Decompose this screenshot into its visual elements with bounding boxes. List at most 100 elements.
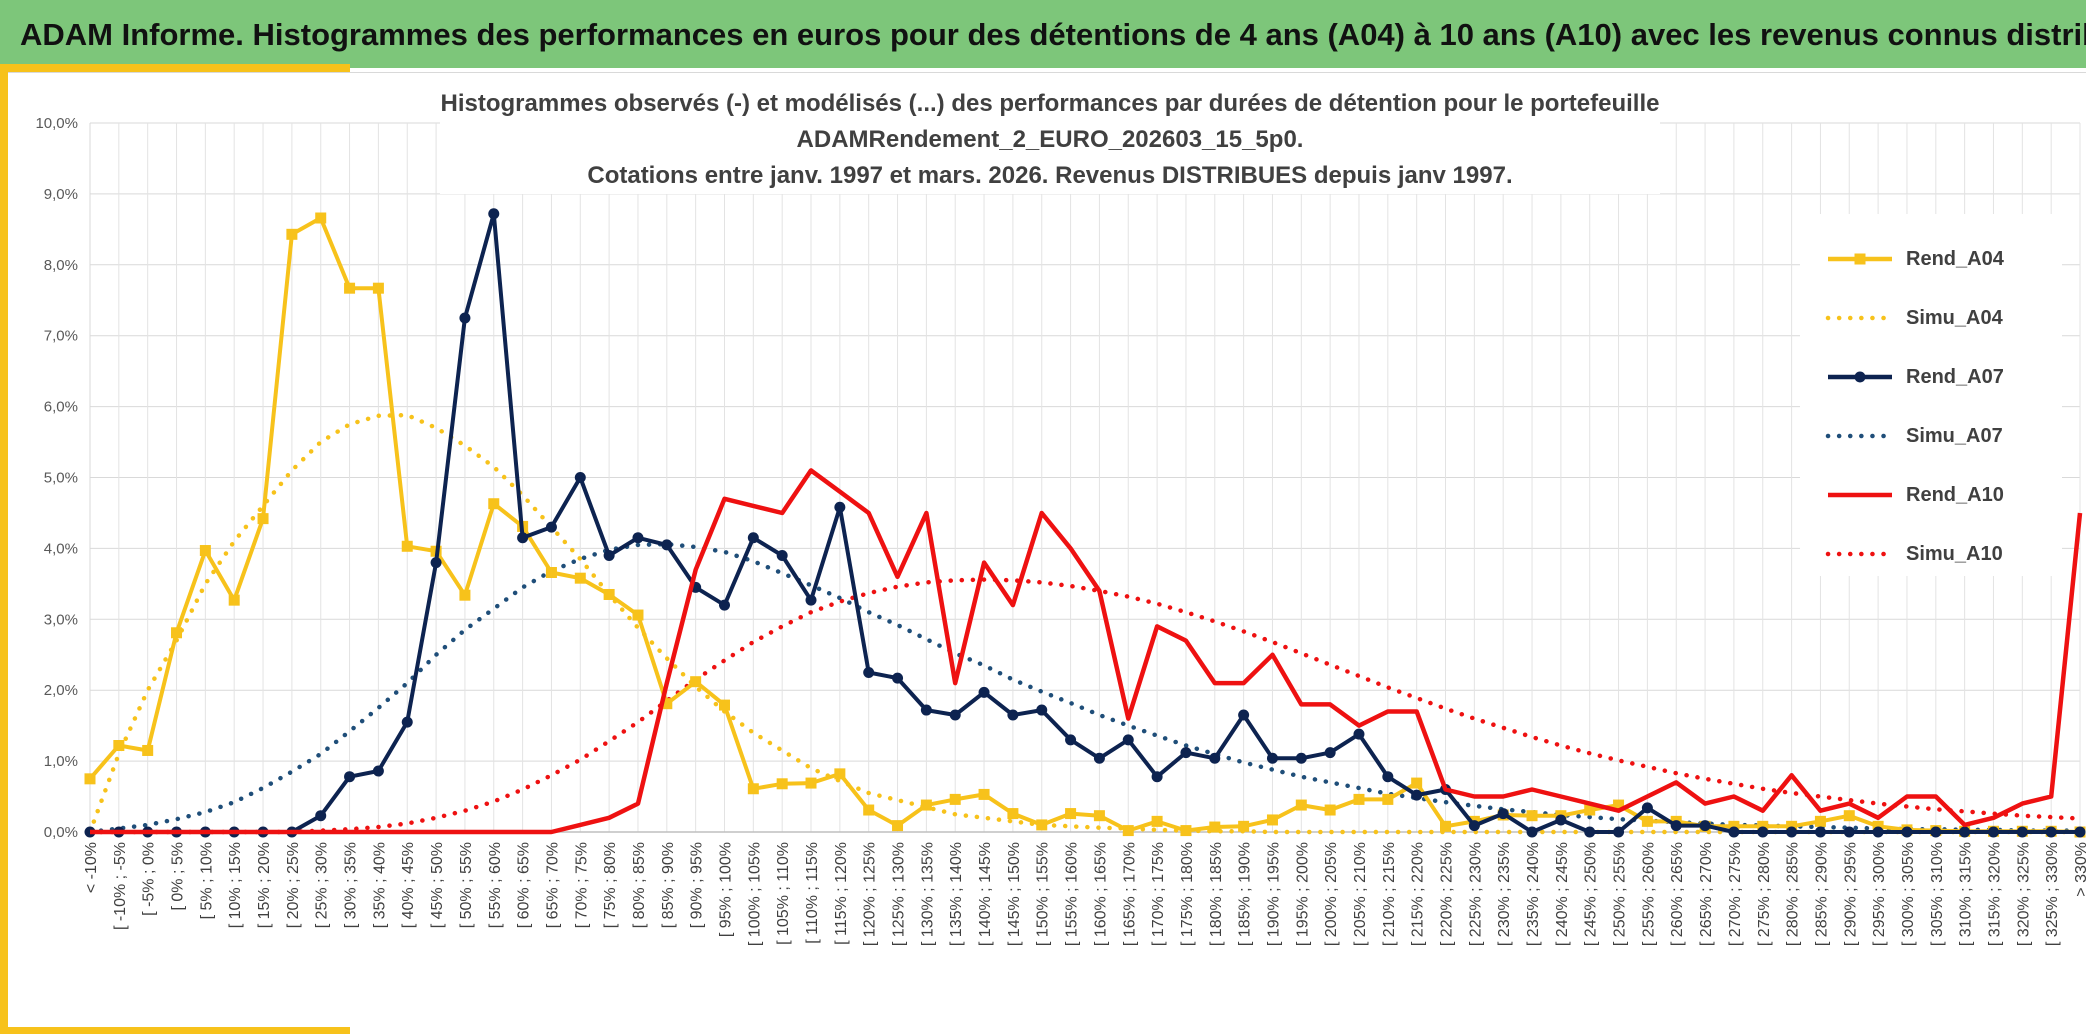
x-tick-label: [ 100% ; 105% bbox=[746, 842, 763, 946]
x-tick-label: [ 300% ; 305% bbox=[1900, 842, 1917, 946]
x-tick-label: [ 295% ; 300% bbox=[1871, 842, 1888, 946]
x-tick-label: [ 135% ; 140% bbox=[948, 842, 965, 946]
x-tick-label: [ 10% ; 15% bbox=[227, 842, 244, 928]
y-tick-label: 7,0% bbox=[44, 328, 78, 345]
chart-title-line-1: Histogrammes observés (-) et modélisés (… bbox=[440, 90, 1660, 117]
data-point-rend-a07 bbox=[603, 549, 615, 561]
x-tick-label: [ 140% ; 145% bbox=[977, 842, 994, 946]
data-point-rend-a04 bbox=[171, 627, 183, 639]
x-tick-label: [ 95% ; 100% bbox=[717, 842, 734, 937]
chart-title-line-2: ADAMRendement_2_EURO_202603_15_5p0. bbox=[796, 126, 1304, 153]
data-point-rend-a04 bbox=[1122, 825, 1134, 837]
legend-swatch-simu-a04 bbox=[1825, 315, 1895, 321]
data-point-rend-a04 bbox=[1209, 821, 1221, 833]
data-point-rend-a07 bbox=[2016, 826, 2028, 838]
data-point-rend-a07 bbox=[372, 765, 384, 777]
data-point-rend-a04 bbox=[718, 699, 730, 711]
data-point-rend-a07 bbox=[863, 666, 875, 678]
data-point-rend-a07 bbox=[1959, 826, 1971, 838]
data-point-rend-a04 bbox=[1093, 810, 1105, 822]
x-tick-label: [ 80% ; 85% bbox=[631, 842, 648, 928]
data-point-rend-a07 bbox=[1584, 826, 1596, 838]
data-point-rend-a07 bbox=[1786, 826, 1798, 838]
x-tick-label: [ 210% ; 215% bbox=[1381, 842, 1398, 946]
x-tick-label: [ 265% ; 270% bbox=[1698, 842, 1715, 946]
x-tick-label: [ 250% ; 255% bbox=[1612, 842, 1629, 946]
x-tick-label: [ 325% ; 330% bbox=[2044, 842, 2061, 946]
x-tick-label: [ 50% ; 55% bbox=[458, 842, 475, 928]
data-point-rend-a07 bbox=[1641, 802, 1653, 814]
x-tick-label: [ 45% ; 50% bbox=[429, 842, 446, 928]
data-point-rend-a04 bbox=[892, 820, 904, 832]
data-point-rend-a04 bbox=[574, 572, 586, 584]
data-point-rend-a04 bbox=[805, 777, 817, 789]
series-line-rend-a10 bbox=[90, 468, 2083, 835]
x-tick-label: [ 245% ; 250% bbox=[1583, 842, 1600, 946]
legend-label-rend-a10: Rend_A10 bbox=[1906, 484, 2004, 506]
legend-item-rend-a07: Rend_A07 bbox=[1824, 362, 2054, 392]
x-tick-label: [ 185% ; 190% bbox=[1237, 842, 1254, 946]
y-tick-label: 9,0% bbox=[44, 186, 78, 203]
data-point-rend-a04 bbox=[372, 282, 384, 294]
data-point-rend-a04 bbox=[920, 799, 932, 811]
data-point-rend-a04 bbox=[257, 513, 269, 525]
data-point-rend-a07 bbox=[1065, 734, 1077, 746]
data-point-rend-a07 bbox=[1901, 826, 1913, 838]
x-tick-label: [ 270% ; 275% bbox=[1727, 842, 1744, 946]
data-point-rend-a07 bbox=[1382, 771, 1394, 783]
data-point-rend-a07 bbox=[430, 557, 442, 569]
data-point-rend-a04 bbox=[113, 740, 125, 752]
data-point-rend-a04 bbox=[459, 589, 471, 601]
y-tick-label: 6,0% bbox=[44, 399, 78, 416]
legend-item-rend-a04: Rend_A04 bbox=[1824, 244, 2054, 274]
data-point-rend-a07 bbox=[1093, 752, 1105, 764]
chart-title-line-3: Cotations entre janv. 1997 et mars. 2026… bbox=[587, 162, 1513, 189]
page-title: ADAM Informe. Histogrammes des performan… bbox=[20, 17, 2086, 52]
legend-label-simu-a07: Simu_A07 bbox=[1906, 425, 2003, 447]
data-point-rend-a07 bbox=[1930, 826, 1942, 838]
data-point-rend-a07 bbox=[632, 532, 644, 544]
legend-item-simu-a04: Simu_A04 bbox=[1824, 303, 2054, 333]
data-point-rend-a07 bbox=[747, 532, 759, 544]
data-point-rend-a04 bbox=[603, 588, 615, 600]
data-point-rend-a04 bbox=[1266, 814, 1278, 826]
x-tick-label: [ 225% ; 230% bbox=[1467, 842, 1484, 946]
data-point-rend-a07 bbox=[488, 208, 500, 220]
legend-swatch-simu-a07 bbox=[1825, 433, 1895, 439]
series-line-simu-a10 bbox=[87, 577, 2083, 835]
data-point-rend-a07 bbox=[1526, 826, 1538, 838]
data-point-rend-a07 bbox=[1699, 820, 1711, 832]
data-point-rend-a04 bbox=[545, 567, 557, 579]
x-tick-label: [ 175% ; 180% bbox=[1179, 842, 1196, 946]
x-tick-label: [ 85% ; 90% bbox=[660, 842, 677, 928]
data-point-rend-a07 bbox=[776, 549, 788, 561]
data-point-rend-a04 bbox=[315, 212, 327, 224]
legend-item-simu-a10: Simu_A10 bbox=[1824, 539, 2054, 569]
data-point-rend-a04 bbox=[834, 768, 846, 780]
y-tick-label: 0,0% bbox=[44, 824, 78, 841]
x-tick-label: [ 260% ; 265% bbox=[1669, 842, 1686, 946]
x-tick-label: [ 285% ; 290% bbox=[1813, 842, 1830, 946]
chart-title: Histogrammes observés (-) et modélisés (… bbox=[440, 86, 1660, 194]
x-tick-label: [ 155% ; 160% bbox=[1064, 842, 1081, 946]
legend-label-rend-a04: Rend_A04 bbox=[1906, 248, 2004, 270]
x-tick-label: [ 320% ; 325% bbox=[2015, 842, 2032, 946]
x-tick-label: [ 90% ; 95% bbox=[689, 842, 706, 928]
data-point-rend-a07 bbox=[1295, 752, 1307, 764]
x-tick-label: [ 275% ; 280% bbox=[1756, 842, 1773, 946]
x-tick-label: [ 130% ; 135% bbox=[919, 842, 936, 946]
data-point-rend-a07 bbox=[1872, 826, 1884, 838]
data-point-rend-a07 bbox=[459, 312, 471, 324]
series-line-rend-a04 bbox=[88, 216, 2081, 834]
x-tick-label: [ 0% ; 5% bbox=[170, 842, 187, 910]
data-point-rend-a04 bbox=[228, 594, 240, 606]
data-point-rend-a04 bbox=[199, 545, 211, 557]
x-tick-label: [ -10% ; -5% bbox=[112, 842, 129, 930]
x-tick-label: [ 150% ; 155% bbox=[1035, 842, 1052, 946]
data-point-rend-a04 bbox=[1151, 815, 1163, 827]
data-point-rend-a04 bbox=[1843, 810, 1855, 822]
data-point-rend-a07 bbox=[1670, 820, 1682, 832]
data-point-rend-a04 bbox=[1641, 815, 1653, 827]
data-point-rend-a04 bbox=[1411, 777, 1423, 789]
data-point-rend-a07 bbox=[545, 521, 557, 533]
